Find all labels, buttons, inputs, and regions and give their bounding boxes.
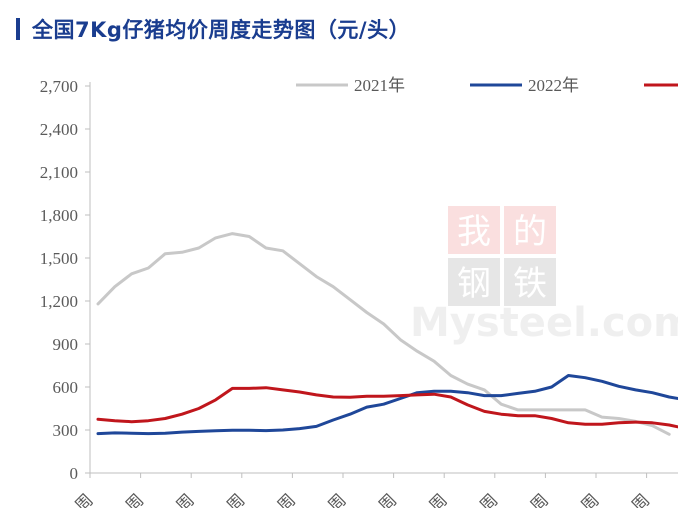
chart-title: 全国7Kg仔猪均价周度走势图（元/头）	[32, 18, 411, 42]
series-group	[96, 232, 678, 436]
y-tick-label: 0	[70, 464, 79, 483]
x-tick-label: 周	[71, 490, 96, 508]
legend-label-2: 2022年	[528, 76, 579, 95]
y-tick-label: 2,100	[40, 163, 78, 182]
x-tick-label: 周	[476, 490, 501, 508]
title-accent-bar	[16, 18, 20, 40]
watermark-cn-1a: 我	[457, 212, 491, 252]
y-tick-label: 600	[53, 378, 79, 397]
y-tick-label: 2,400	[40, 120, 78, 139]
x-tick-label: 周	[274, 490, 299, 508]
watermark: 我 的 钢 铁 Mysteel.com	[410, 206, 678, 346]
x-tick-label: 周	[577, 490, 602, 508]
x-tick-label: 周	[122, 490, 147, 508]
x-tick-label: 周	[527, 490, 552, 508]
series-line-1	[96, 232, 671, 436]
y-tick-label: 1,500	[40, 249, 78, 268]
series-line-2	[96, 374, 678, 436]
y-tick-label: 2,700	[40, 77, 78, 96]
legend-label-1: 2021年	[354, 76, 405, 95]
legend: 2021年 2022年	[296, 76, 678, 95]
y-tick-label: 1,800	[40, 206, 78, 225]
y-tick-label: 300	[53, 421, 79, 440]
x-tick-label: 周	[628, 490, 653, 508]
x-tick-label: 周	[324, 490, 349, 508]
series-line-3	[96, 386, 678, 429]
watermark-cn-1b: 的	[513, 212, 547, 252]
axes: 0 300 600 900 1,200 1,500 1,800 2,100 2,400 2,700…	[40, 77, 678, 508]
watermark-cn-2b: 铁	[513, 264, 547, 304]
x-tick-label: 周	[223, 490, 248, 508]
x-tick-label: 周	[173, 490, 198, 508]
x-tick-label: 周	[426, 490, 451, 508]
y-tick-label: 1,200	[40, 292, 78, 311]
watermark-cn-2a: 钢	[457, 264, 491, 304]
watermark-en: Mysteel.com	[410, 300, 678, 346]
y-tick-label: 900	[53, 335, 79, 354]
x-tick-label: 周	[375, 490, 400, 508]
